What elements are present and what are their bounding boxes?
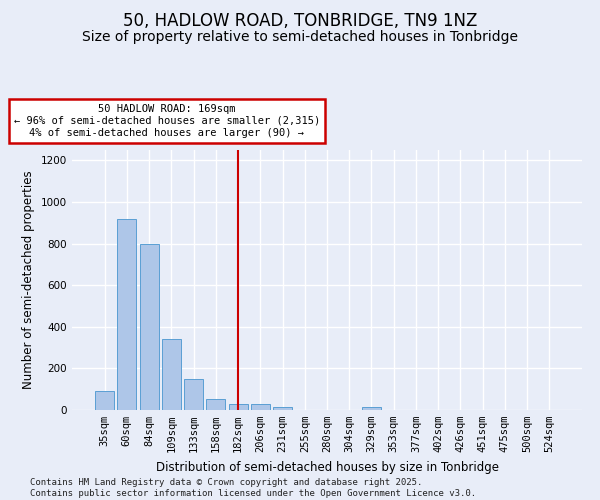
Bar [184,379,203,410]
Bar [251,404,270,410]
Bar [140,244,158,410]
Bar [118,218,136,410]
Bar [206,398,225,410]
Bar [95,392,114,410]
Text: 50, HADLOW ROAD, TONBRIDGE, TN9 1NZ: 50, HADLOW ROAD, TONBRIDGE, TN9 1NZ [123,12,477,30]
Bar [162,340,181,410]
Bar [229,404,248,410]
X-axis label: Distribution of semi-detached houses by size in Tonbridge: Distribution of semi-detached houses by … [155,460,499,473]
Text: Contains HM Land Registry data © Crown copyright and database right 2025.
Contai: Contains HM Land Registry data © Crown c… [30,478,476,498]
Y-axis label: Number of semi-detached properties: Number of semi-detached properties [22,170,35,390]
Bar [362,407,381,410]
Text: 50 HADLOW ROAD: 169sqm
← 96% of semi-detached houses are smaller (2,315)
4% of s: 50 HADLOW ROAD: 169sqm ← 96% of semi-det… [14,104,320,138]
Text: Size of property relative to semi-detached houses in Tonbridge: Size of property relative to semi-detach… [82,30,518,44]
Bar [273,408,292,410]
